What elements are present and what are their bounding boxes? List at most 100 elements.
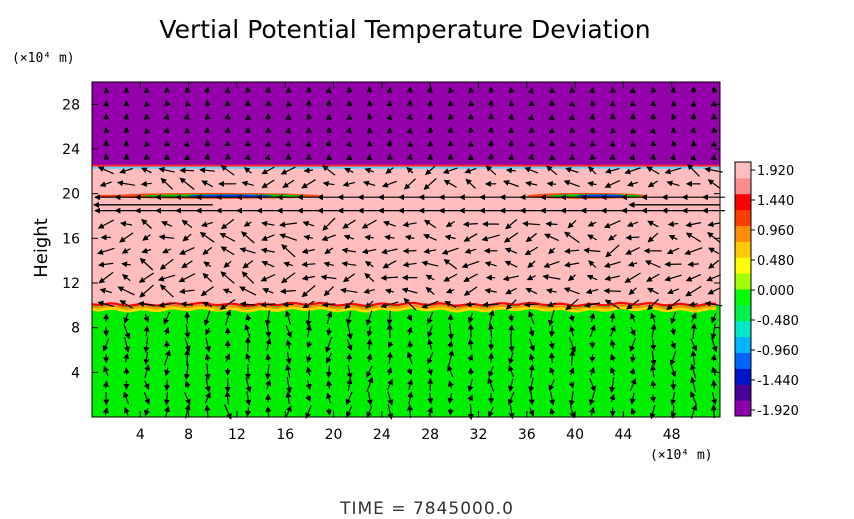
wind-arrow — [280, 166, 296, 175]
wind-arrow — [383, 220, 396, 227]
wind-arrow — [646, 166, 660, 175]
wind-arrow — [402, 247, 417, 254]
colorbar-swatch — [735, 241, 751, 258]
wind-arrow — [444, 234, 456, 241]
wind-arrow — [243, 167, 252, 174]
wind-arrow — [503, 180, 519, 188]
wind-arrow — [385, 167, 394, 174]
wind-arrow — [609, 312, 616, 323]
wind-arrow — [306, 353, 312, 364]
wind-arrow — [630, 312, 636, 323]
wind-arrow — [366, 127, 373, 134]
wind-arrow — [285, 310, 291, 325]
wind-arrow — [261, 260, 275, 268]
wind-arrow — [305, 140, 312, 147]
feature-left-edge — [98, 194, 117, 197]
wind-arrow — [629, 377, 637, 392]
wind-arrow — [285, 364, 292, 378]
wind-arrow — [706, 274, 721, 282]
wind-arrow — [467, 312, 474, 324]
wind-arrow — [690, 154, 696, 161]
wind-arrow — [604, 168, 620, 174]
wind-arrow — [342, 181, 356, 187]
wind-arrow — [629, 367, 636, 375]
wind-arrow — [401, 287, 418, 294]
wind-arrow — [667, 221, 679, 227]
wind-arrow — [184, 338, 191, 352]
wind-arrow — [144, 113, 151, 120]
wind-arrow — [279, 221, 297, 228]
wind-arrow — [708, 259, 720, 269]
wind-arrow — [265, 353, 272, 362]
colorbar-swatch — [735, 177, 751, 195]
wind-arrow — [245, 336, 252, 352]
wind-arrow — [163, 379, 170, 392]
wind-arrow — [163, 126, 170, 134]
wind-arrow — [647, 287, 659, 295]
wind-arrow — [627, 261, 638, 267]
wind-arrow — [447, 99, 454, 107]
wind-arrow — [158, 234, 175, 241]
wind-arrow — [205, 337, 211, 353]
colorbar-swatch — [735, 162, 751, 179]
colorbar-swatch — [735, 400, 751, 417]
wind-arrow — [464, 167, 477, 174]
wind-arrow — [103, 326, 110, 337]
wind-arrow — [204, 353, 211, 362]
x-tick-label: 4 — [136, 427, 145, 443]
wind-arrow — [119, 167, 133, 174]
wind-arrow — [549, 154, 556, 161]
wind-arrow — [98, 261, 114, 268]
wind-arrow — [220, 165, 235, 176]
wind-arrow — [244, 153, 251, 161]
wind-arrow — [204, 99, 211, 107]
wind-arrow — [244, 99, 251, 107]
wind-arrow — [485, 165, 497, 176]
wind-arrow — [205, 327, 211, 336]
wind-arrow — [137, 301, 155, 308]
wind-arrow — [650, 323, 657, 339]
wind-arrow — [628, 287, 637, 295]
wind-arrow — [465, 178, 476, 189]
wind-arrow — [463, 286, 478, 296]
colorbar-tick-label: 0.960 — [757, 224, 794, 239]
wind-arrow — [488, 406, 494, 418]
wind-arrow — [664, 167, 682, 175]
wind-arrow — [650, 380, 657, 389]
wind-arrow — [647, 232, 659, 243]
colorbar-swatch — [735, 209, 751, 226]
wind-arrow — [442, 167, 458, 174]
wind-arrow — [345, 391, 353, 406]
wind-arrow — [508, 337, 515, 353]
wind-arrow — [381, 248, 398, 255]
wind-arrow — [384, 288, 394, 295]
wind-arrow — [97, 300, 115, 308]
wind-arrow — [161, 221, 173, 227]
wind-arrow — [526, 274, 536, 281]
wind-arrow — [710, 353, 717, 362]
wind-arrow — [670, 340, 676, 350]
wind-arrow — [103, 87, 110, 94]
wind-arrow — [568, 337, 576, 353]
wind-arrow — [158, 166, 175, 173]
wind-arrow — [245, 391, 252, 406]
wind-arrow — [504, 247, 518, 254]
wind-arrow — [644, 260, 661, 269]
wind-arrow — [587, 181, 597, 187]
upper-interface-blue — [92, 166, 720, 169]
wind-arrow — [139, 257, 154, 271]
wind-arrow — [302, 300, 315, 309]
wind-arrow — [647, 220, 659, 228]
wind-arrow — [406, 113, 413, 121]
wind-arrow — [264, 153, 271, 161]
wind-arrow — [123, 352, 130, 363]
wind-arrow — [384, 234, 395, 241]
wind-arrow — [124, 337, 130, 353]
wind-arrow — [261, 179, 275, 189]
wind-arrow — [402, 221, 417, 228]
wind-arrow — [711, 313, 717, 324]
wind-arrow — [508, 314, 515, 323]
wind-arrow — [178, 273, 196, 283]
wind-arrow — [564, 248, 580, 255]
wind-arrow — [525, 180, 538, 187]
